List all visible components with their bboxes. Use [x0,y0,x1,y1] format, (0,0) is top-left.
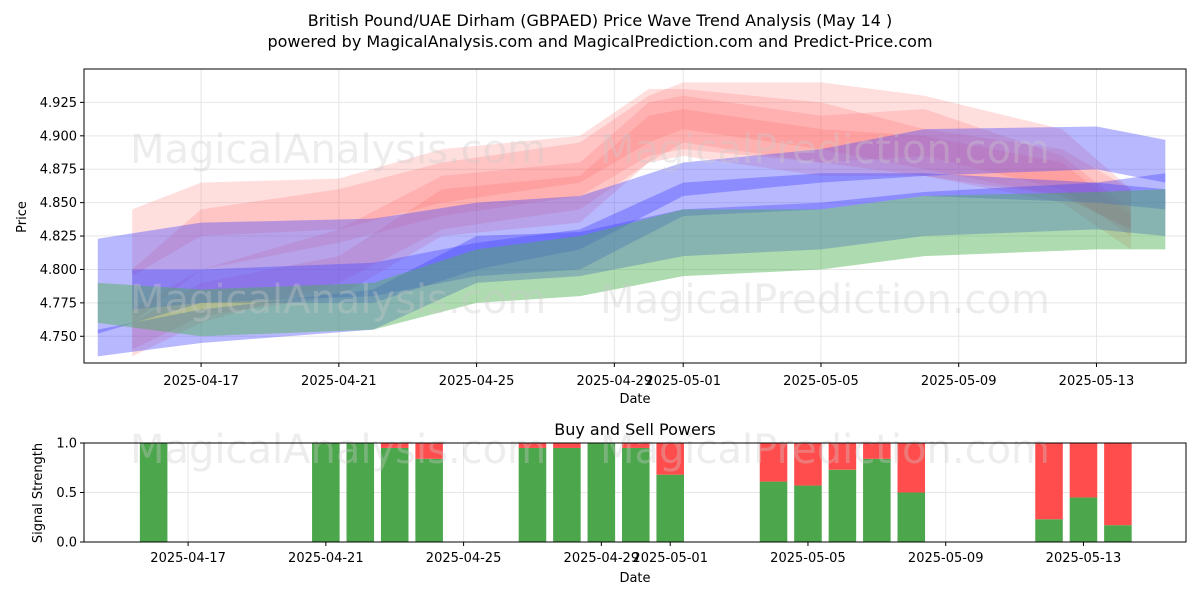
y-tick-label: 0.0 [56,536,77,551]
y-tick-label: 4.850 [40,196,77,211]
x-tick-label: 2025-05-09 [921,374,997,389]
x-tick-label: 2025-04-21 [301,374,377,389]
sell-power-bar [759,443,788,482]
y-tick-label: 4.775 [40,296,77,311]
buy-power-bar [622,447,650,542]
y-tick-label: 4.875 [40,163,77,178]
y-tick-label: 4.925 [40,96,77,111]
buy-power-bar [587,443,616,542]
buy-power-bar [553,447,581,542]
price-axes-frame [83,68,1187,364]
y-tick-label: 4.750 [40,330,77,345]
sell-power-bar [863,443,891,459]
x-tick-label: 2025-05-01 [645,374,721,389]
sell-power-bar [518,443,547,448]
x-tick-label: 2025-05-09 [908,551,984,566]
chart-title: British Pound/UAE Dirham (GBPAED) Price … [308,11,893,30]
sell-power-bar [656,443,684,475]
wave-band-blue [97,182,1166,357]
buy-power-bar [1069,497,1098,542]
buy-power-bar [1035,519,1063,542]
buy-power-bar [415,458,443,542]
sell-power-bar [1035,443,1063,520]
price-grid [84,69,1186,363]
x-tick-label: 2025-05-13 [1059,374,1135,389]
price-axis-ticks: 2025-04-17 2025-04-21 2025-04-25 2025-04-29… [40,96,1134,389]
watermark-text: MagicalPrediction.com [600,277,1050,323]
sell-power-bar [380,443,409,448]
wave-band-red [132,109,1131,350]
watermark-text: MagicalAnalysis.com [130,277,546,323]
buy-power-bar [794,485,822,542]
sell-power-bar [553,443,581,448]
buy-power-bar [863,458,891,542]
y-tick-label: 4.825 [40,230,77,245]
buy-power-bar [346,443,375,542]
signal-watermarks: MagicalAnalysis.com MagicalPrediction.co… [130,427,1050,473]
x-tick-label: 2025-04-17 [150,551,226,566]
buy-power-bar [1104,525,1132,542]
buy-power-bar [759,481,788,542]
sell-power-bar [794,443,822,486]
sell-power-bar [415,443,443,459]
signal-x-axis-label: Date [619,571,650,586]
sell-power-bar [622,443,650,448]
price-x-axis-label: Date [619,392,650,407]
price-watermarks: MagicalAnalysis.com MagicalPrediction.co… [130,127,1050,323]
sell-power-bar [897,443,926,493]
signal-bars [139,443,1132,542]
sell-power-bar [1069,443,1098,498]
x-tick-label: 2025-05-05 [770,551,846,566]
wave-band-red [132,82,1131,323]
sell-power-bar [828,443,857,470]
buy-power-bar [139,443,168,542]
y-tick-label: 1.0 [56,437,77,452]
price-bands [97,82,1166,357]
x-tick-label: 2025-05-01 [632,551,708,566]
wave-band-blue [97,126,1166,334]
wave-band-green [97,189,1166,337]
buy-power-bar [656,474,684,542]
wave-band-blue [132,173,1166,310]
buy-power-bar [897,492,926,542]
sell-power-bar [1104,443,1132,526]
y-tick-label: 4.900 [40,129,77,144]
signal-y-axis-label: Signal Strength [31,443,46,543]
y-tick-label: 0.5 [56,486,77,501]
x-tick-label: 2025-04-21 [288,551,364,566]
x-tick-label: 2025-05-05 [783,374,859,389]
signal-chart-title: Buy and Sell Powers [554,420,716,439]
y-tick-label: 4.800 [40,263,77,278]
watermark-text: MagicalPrediction.com [600,427,1050,473]
x-tick-label: 2025-04-17 [163,374,239,389]
buy-power-bar [828,469,857,542]
chart-subtitle: powered by MagicalAnalysis.com and Magic… [267,32,932,51]
price-y-axis-label: Price [15,201,30,233]
x-tick-label: 2025-04-29 [577,374,653,389]
wave-band-red [132,89,1131,277]
x-tick-label: 2025-04-29 [564,551,640,566]
watermark-text: MagicalPrediction.com [600,127,1050,173]
wave-band-red [132,95,1131,357]
x-tick-label: 2025-05-13 [1046,551,1122,566]
watermark-text: MagicalAnalysis.com [130,427,546,473]
signal-axis-ticks: 2025-04-17 2025-04-21 2025-04-25 2025-04-29… [56,437,1121,567]
x-tick-label: 2025-04-25 [439,374,515,389]
buy-power-bar [312,443,340,542]
watermark-text: MagicalAnalysis.com [130,127,546,173]
buy-power-bar [518,447,547,542]
buy-power-bar [380,447,409,542]
x-tick-label: 2025-04-25 [426,551,502,566]
